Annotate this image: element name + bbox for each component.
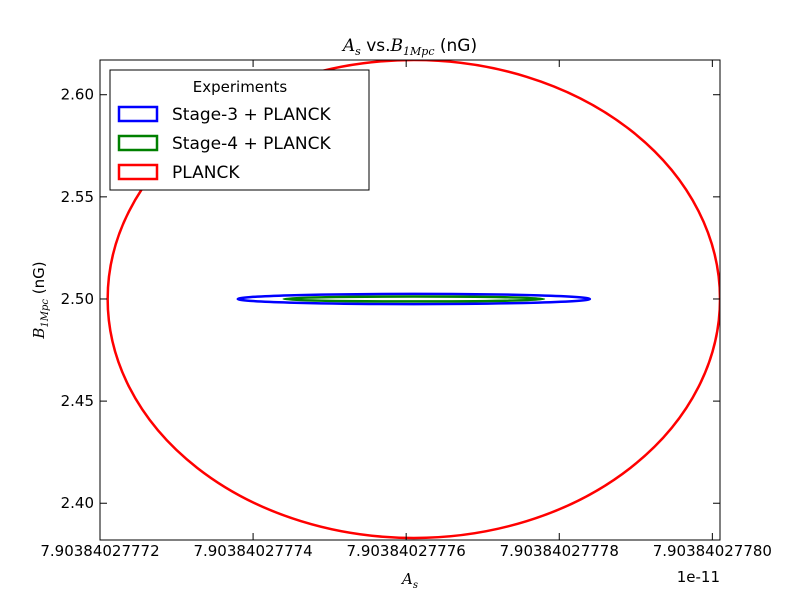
legend-label: PLANCK: [172, 163, 240, 183]
legend-items: Stage-3 + PLANCK Stage-4 + PLANCK PLANCK: [117, 105, 331, 183]
x-tick-label: 7.90384027774: [193, 542, 312, 560]
title-var-b: B: [390, 36, 404, 56]
x-tick-label: 7.90384027772: [40, 542, 159, 560]
y-axis-label-unit: (nG): [30, 261, 48, 299]
x-tick-label: 7.90384027780: [653, 542, 772, 560]
plot-frame: [99, 59, 721, 541]
legend-swatch: [117, 105, 159, 123]
legend: Experiments Stage-3 + PLANCK Stage-4 + PL…: [109, 69, 370, 191]
legend-label: Stage-3 + PLANCK: [172, 105, 331, 125]
series-ellipse-1: [236, 292, 592, 306]
x-axis-label: As: [400, 570, 418, 591]
legend-swatch: [117, 163, 159, 181]
y-axis-label-sub: 1Mpc: [40, 299, 51, 328]
title-var-a: A: [341, 36, 355, 56]
x-offset-label: 1e-11: [677, 568, 720, 586]
title-var-a-sub: s: [355, 45, 361, 58]
legend-label: Stage-4 + PLANCK: [172, 134, 331, 154]
y-axis-label-var: B: [30, 328, 48, 340]
y-tick-label: 2.45: [61, 392, 94, 410]
chart-title: As vs.B1Mpc (nG): [341, 36, 477, 58]
y-tick-label: 2.60: [61, 86, 94, 104]
y-tick-label: 2.40: [61, 494, 94, 512]
y-tick-label: 2.50: [61, 290, 94, 308]
title-middle: vs.: [361, 36, 391, 56]
series-ellipse-2: [282, 295, 546, 303]
legend-title: Experiments: [193, 78, 288, 96]
x-tick-label: 7.90384027776: [347, 542, 466, 560]
title-var-b-sub: 1Mpc: [403, 45, 434, 58]
series-layer: [106, 60, 720, 540]
legend-swatch: [117, 134, 159, 152]
tick-layer: 7.90384027772 7.90384027774 7.90384027776 7…: [40, 60, 772, 560]
x-axis-label-var: A: [400, 570, 413, 588]
x-axis-label-sub: s: [413, 580, 418, 591]
series-ellipse-3: [106, 60, 720, 540]
y-tick-label: 2.55: [61, 188, 94, 206]
y-axis-label: B1Mpc (nG): [30, 261, 51, 339]
x-tick-label: 7.90384027778: [500, 542, 619, 560]
title-unit: (nG): [435, 36, 478, 56]
legend-box: [109, 69, 370, 191]
